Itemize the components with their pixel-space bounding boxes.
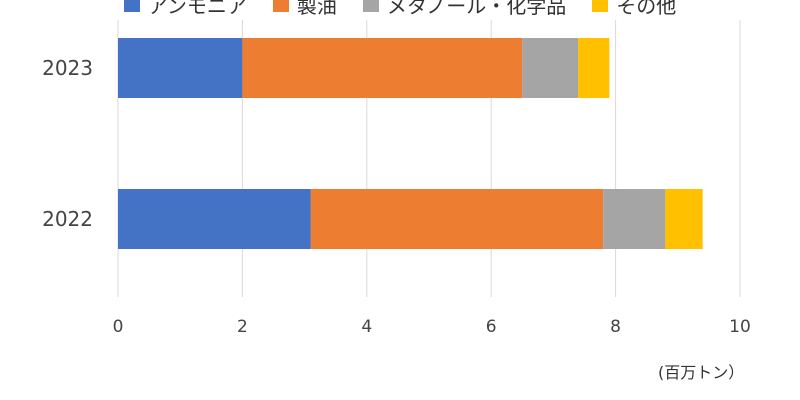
bar-segment-refining-2023	[242, 38, 523, 98]
x-tick-label: 0	[113, 317, 124, 337]
bar-segment-ammonia-2022	[118, 189, 311, 249]
legend-item-methanol-chemicals: メタノール・化学品	[362, 0, 567, 19]
x-tick-label: 2	[237, 317, 248, 337]
legend: アンモニア 製油 メタノール・化学品 その他	[0, 0, 800, 20]
bar-segment-ammonia-2023	[118, 38, 243, 98]
legend-label-methanol-chemicals: メタノール・化学品	[386, 0, 567, 18]
legend-swatch-methanol-chemicals	[362, 0, 379, 12]
legend-swatch-refining	[272, 0, 289, 12]
bars	[118, 38, 703, 249]
legend-item-refining: 製油	[272, 0, 337, 19]
category-label: 2022	[42, 207, 93, 231]
category-label: 2023	[42, 56, 93, 80]
legend-swatch-other	[592, 0, 609, 12]
bar-segment-refining-2022	[310, 189, 604, 249]
x-axis-ticks: 0 2 4 6 8 10	[113, 317, 751, 337]
bar-segment-other-2022	[665, 189, 703, 249]
bar-segment-methanol-chemicals-2022	[603, 189, 666, 249]
legend-swatch-ammonia	[123, 0, 140, 12]
unit-label: (百万トン）	[658, 363, 745, 382]
legend-label-other: その他	[616, 0, 677, 18]
legend-item-ammonia: アンモニア	[123, 0, 247, 19]
y-axis-categories: 2023 2022	[42, 56, 93, 231]
x-tick-label: 10	[729, 317, 751, 337]
bar-segment-other-2023	[578, 38, 610, 98]
bar-segment-methanol-chemicals-2023	[522, 38, 579, 98]
legend-item-other: その他	[592, 0, 676, 19]
x-tick-label: 6	[486, 317, 497, 337]
legend-label-ammonia: アンモニア	[147, 0, 247, 18]
x-tick-label: 8	[610, 317, 621, 337]
legend-label-refining: 製油	[296, 0, 337, 18]
x-tick-label: 4	[361, 317, 372, 337]
